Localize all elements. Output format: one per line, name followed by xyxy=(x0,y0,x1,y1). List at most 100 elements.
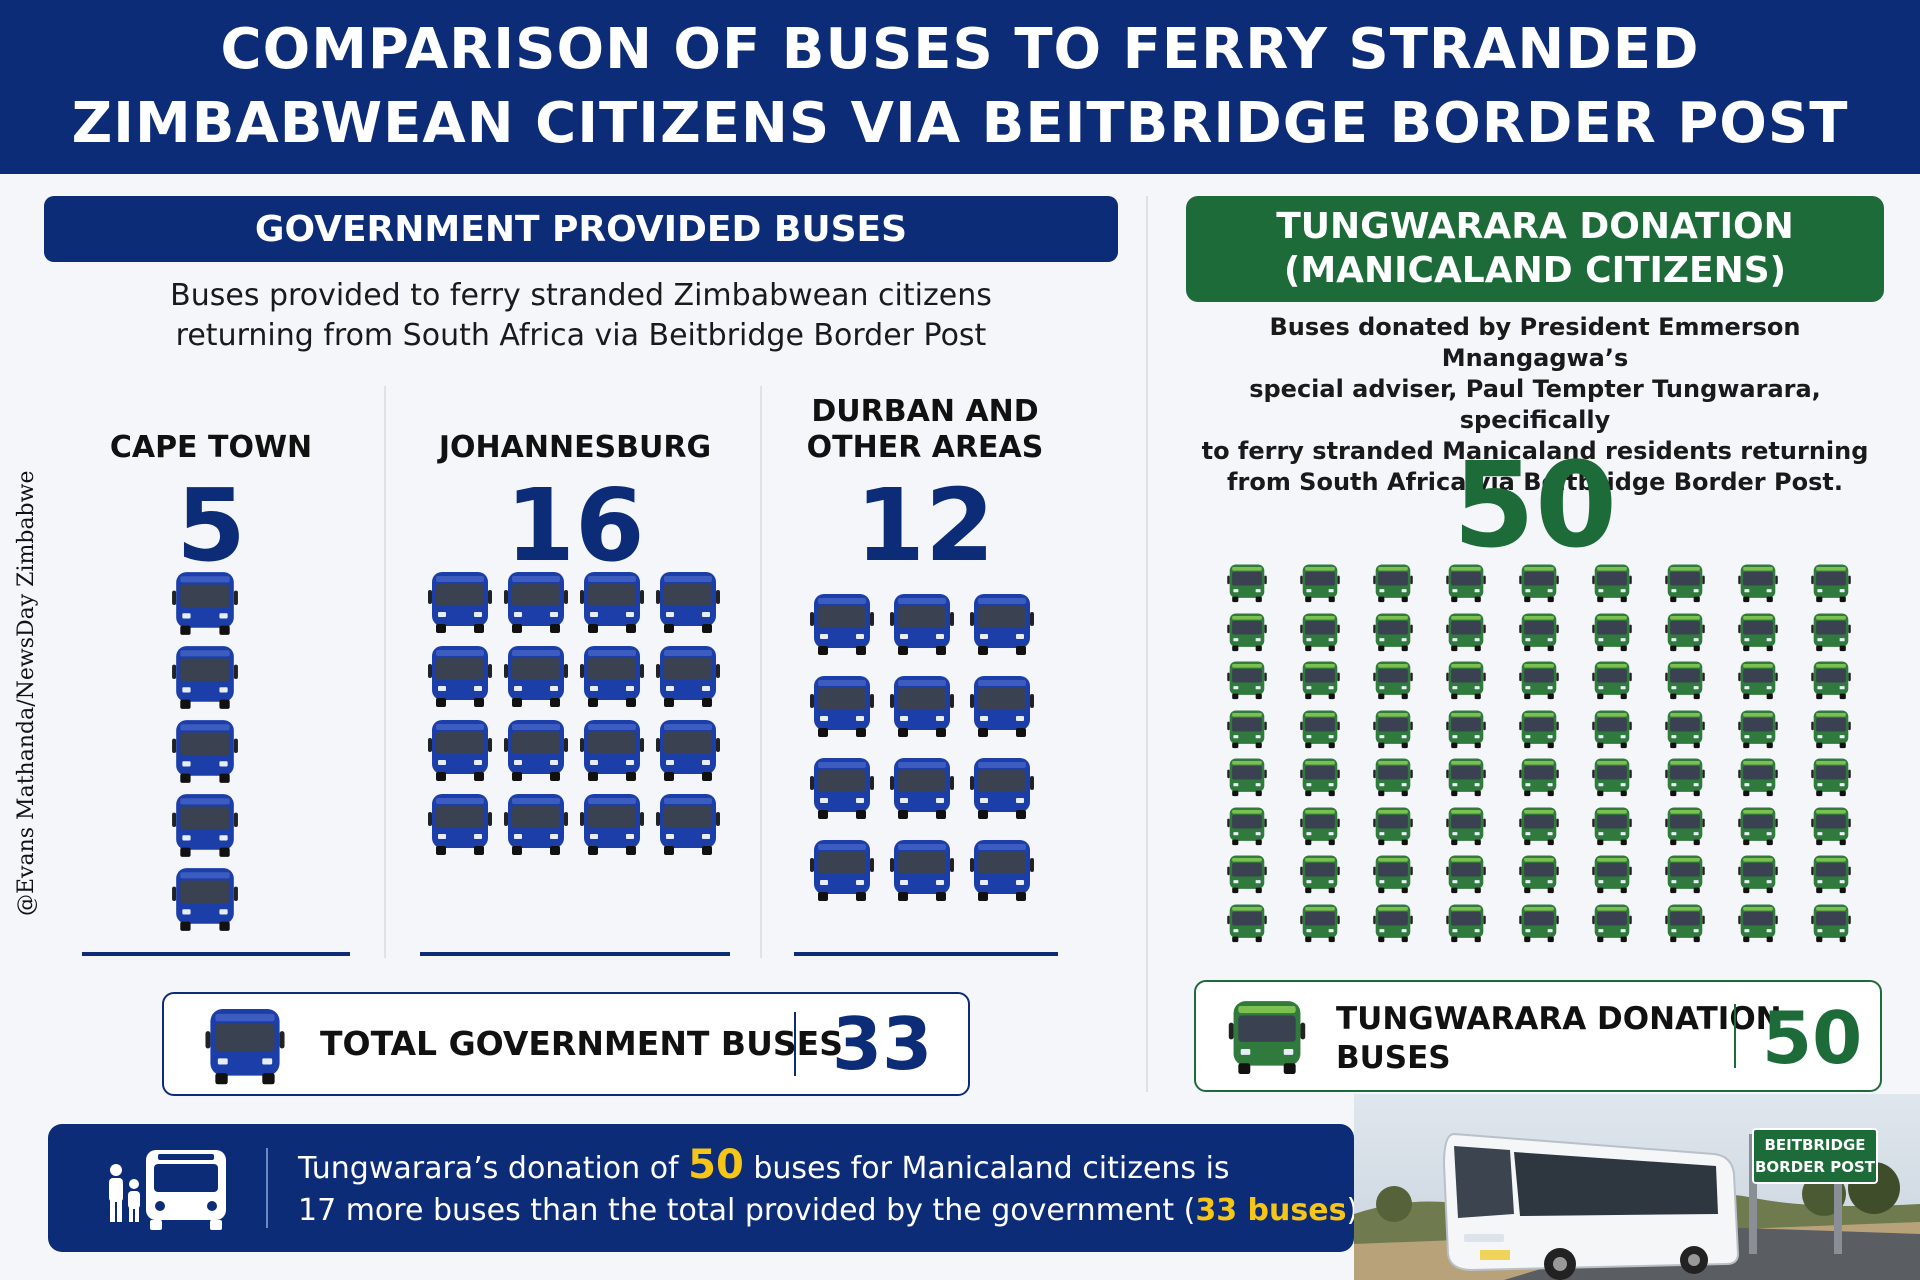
bus-icon xyxy=(1583,756,1641,798)
bus-icon xyxy=(1291,708,1349,750)
bus-icon xyxy=(1729,708,1787,750)
bus-icon xyxy=(1583,611,1641,653)
bus-icon xyxy=(166,568,244,638)
tungwarara-heading-line1: TUNGWARARA DONATION xyxy=(1276,206,1794,247)
banner-text: Tungwarara’s donation of 50 buses for Ma… xyxy=(298,1144,1368,1232)
bus-icon xyxy=(1218,853,1276,895)
bus-icon xyxy=(1583,853,1641,895)
tungwarara-count: 50 xyxy=(1452,436,1618,574)
bus-icon xyxy=(424,790,496,858)
bus-icon xyxy=(1510,659,1568,701)
bus-icon xyxy=(1218,562,1276,604)
bus-icon xyxy=(1802,805,1860,847)
bus-icon xyxy=(1583,562,1641,604)
bus-icon xyxy=(1802,659,1860,701)
tungwarara-total-box: TUNGWARARA DONATION BUSES 50 xyxy=(1194,980,1882,1092)
tungwarara-heading-line2: (MANICALAND CITIZENS) xyxy=(1283,250,1787,291)
bus-icon xyxy=(966,590,1038,658)
bus-icon xyxy=(1364,708,1422,750)
city-name: CAPE TOWN xyxy=(66,390,356,466)
banner-text-part: buses for Manicaland citizens is xyxy=(743,1151,1230,1186)
description-line: Buses donated by President Emmerson Mnan… xyxy=(1269,313,1801,372)
bus-icon xyxy=(1656,902,1714,944)
bus-icon xyxy=(1218,756,1276,798)
bus-icon xyxy=(500,568,572,636)
column-durban: DURBAN AND OTHER AREAS 12 xyxy=(780,390,1070,576)
bus-icon xyxy=(1218,708,1276,750)
city-count: 5 xyxy=(176,467,246,584)
bus-icon xyxy=(166,864,244,934)
total-government-label: TOTAL GOVERNMENT BUSES xyxy=(320,1024,843,1063)
bus-icon xyxy=(1510,756,1568,798)
beitbridge-sign: BEITBRIDGE BORDER POST xyxy=(1752,1128,1878,1184)
bus-icon xyxy=(1364,853,1422,895)
bus-icon xyxy=(1224,996,1310,1078)
description-line: to ferry stranded Manicaland residents r… xyxy=(1201,437,1869,465)
bus-icon xyxy=(886,672,958,740)
government-subtitle-line2: returning from South Africa via Beitbrid… xyxy=(175,318,987,353)
bus-icon xyxy=(1437,562,1495,604)
coach-bus-illustration xyxy=(1354,1094,1920,1280)
divider xyxy=(266,1148,268,1228)
bus-icon xyxy=(1656,853,1714,895)
bus-icon xyxy=(1802,902,1860,944)
panel-divider xyxy=(1146,196,1148,1092)
city-name-line2: OTHER AREAS xyxy=(806,430,1044,465)
bus-icon xyxy=(576,642,648,710)
bus-icon xyxy=(1583,805,1641,847)
bus-icon xyxy=(1364,562,1422,604)
divider xyxy=(1734,1004,1736,1068)
bus-icon xyxy=(1218,805,1276,847)
bus-icon xyxy=(1364,805,1422,847)
bus-icon xyxy=(200,1004,290,1088)
bus-icon xyxy=(424,642,496,710)
bus-icon xyxy=(1802,853,1860,895)
sign-line2: BORDER POST xyxy=(1755,1158,1875,1176)
bus-icon xyxy=(500,790,572,858)
page-header: COMPARISON OF BUSES TO FERRY STRANDED ZI… xyxy=(0,0,1920,174)
banner-line2: 17 more buses than the total provided by… xyxy=(298,1190,1368,1232)
bus-icon xyxy=(166,716,244,786)
bus-icon xyxy=(576,568,648,636)
banner-highlight-33: 33 buses xyxy=(1195,1193,1347,1228)
bus-icon xyxy=(1583,659,1641,701)
bus-icon xyxy=(1437,853,1495,895)
banner-text-part: 17 more buses than the total provided by… xyxy=(298,1193,1196,1228)
bus-icon xyxy=(1802,562,1860,604)
bus-icon xyxy=(1656,708,1714,750)
label-line1: TUNGWARARA DONATION xyxy=(1336,1001,1782,1037)
government-heading: GOVERNMENT PROVIDED BUSES xyxy=(44,196,1118,262)
label-line2: BUSES xyxy=(1336,1040,1451,1076)
bus-icon xyxy=(1729,659,1787,701)
bus-icon xyxy=(1291,659,1349,701)
bus-icon xyxy=(1729,853,1787,895)
bus-icon xyxy=(806,754,878,822)
government-subtitle: Buses provided to ferry stranded Zimbabw… xyxy=(44,276,1118,356)
bus-icon xyxy=(886,590,958,658)
bus-icon xyxy=(1437,756,1495,798)
title-line-2: ZIMBABWEAN CITIZENS VIA BEITBRIDGE BORDE… xyxy=(71,91,1849,156)
bus-icon xyxy=(1437,659,1495,701)
bus-icon xyxy=(806,590,878,658)
bus-icon xyxy=(1437,805,1495,847)
city-name-line1: CAPE TOWN xyxy=(109,430,313,465)
bus-icon xyxy=(1656,659,1714,701)
bus-icon xyxy=(424,716,496,784)
column-divider xyxy=(384,386,386,958)
bus-icon xyxy=(1510,708,1568,750)
bus-icon xyxy=(1510,611,1568,653)
city-name: JOHANNESBURG xyxy=(410,390,740,466)
bus-icon xyxy=(500,642,572,710)
bus-icon xyxy=(1729,902,1787,944)
column-divider xyxy=(760,386,762,958)
column-underline xyxy=(794,952,1058,956)
bus-icon xyxy=(1291,902,1349,944)
bus-icon xyxy=(1510,853,1568,895)
government-heading-text: GOVERNMENT PROVIDED BUSES xyxy=(254,208,908,250)
bus-icon xyxy=(500,716,572,784)
government-subtitle-line1: Buses provided to ferry stranded Zimbabw… xyxy=(170,278,992,313)
bus-icon xyxy=(886,754,958,822)
bus-icon xyxy=(652,568,724,636)
bus-icon xyxy=(1291,805,1349,847)
coach-photo xyxy=(1354,1094,1920,1280)
